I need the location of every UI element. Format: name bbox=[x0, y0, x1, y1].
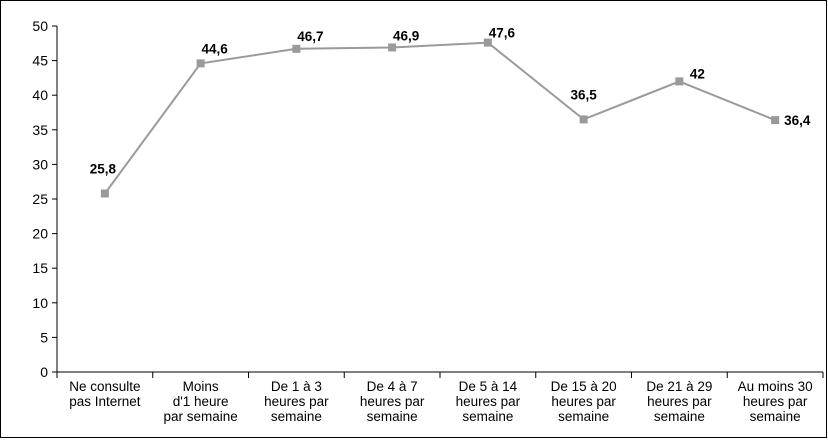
data-point bbox=[675, 77, 684, 86]
data-label: 46,9 bbox=[393, 28, 419, 43]
y-tick-label: 15 bbox=[32, 260, 48, 276]
data-labels: 25,8 44,6 46,7 46,9 47,6 36,5 42 36,4 bbox=[90, 26, 811, 177]
data-point bbox=[579, 115, 588, 124]
axes bbox=[52, 25, 824, 378]
data-label: 46,7 bbox=[297, 29, 323, 44]
y-tick-label: 25 bbox=[32, 191, 48, 207]
y-tick-label: 0 bbox=[40, 364, 48, 380]
series-line bbox=[104, 41, 776, 195]
y-tick-label: 35 bbox=[32, 122, 48, 138]
x-category-label: De 5 à 14 heures par semaine bbox=[456, 379, 521, 424]
y-tick-labels: 0 5 10 15 20 25 30 35 40 45 50 bbox=[32, 18, 48, 380]
x-category-label: De 21 à 29 heures par semaine bbox=[646, 379, 712, 424]
x-category-label: De 4 à 7 heures par semaine bbox=[360, 379, 425, 424]
data-label: 47,6 bbox=[489, 26, 516, 41]
data-point bbox=[196, 59, 205, 68]
data-point bbox=[388, 43, 397, 52]
y-tick-label: 20 bbox=[32, 226, 48, 242]
data-label: 25,8 bbox=[90, 161, 117, 176]
y-tick-label: 10 bbox=[32, 295, 48, 311]
x-category-label: De 1 à 3 heures par semaine bbox=[264, 379, 329, 424]
y-tick-label: 45 bbox=[32, 53, 48, 69]
y-tick-label: 5 bbox=[40, 329, 48, 345]
data-point bbox=[100, 189, 109, 198]
data-label: 36,5 bbox=[570, 87, 597, 102]
data-point bbox=[292, 44, 301, 53]
data-label: 44,6 bbox=[201, 41, 228, 56]
data-label: 36,4 bbox=[784, 113, 811, 128]
y-tick-label: 30 bbox=[32, 156, 48, 172]
x-category-label: Au moins 30 heures par semaine bbox=[738, 379, 813, 424]
data-point bbox=[483, 38, 492, 47]
data-point bbox=[771, 116, 780, 125]
y-tick-label: 40 bbox=[32, 87, 48, 103]
x-category-label: Moins d'1 heure par semaine bbox=[163, 379, 237, 424]
y-tick-label: 50 bbox=[32, 18, 48, 34]
x-category-label: De 15 à 20 heures par semaine bbox=[551, 379, 617, 424]
data-label: 42 bbox=[690, 66, 705, 81]
series bbox=[100, 38, 780, 198]
x-category-labels: Ne consulte pas Internet Moins d'1 heure par… bbox=[69, 379, 812, 424]
x-category-label: Ne consulte pas Internet bbox=[69, 379, 141, 409]
